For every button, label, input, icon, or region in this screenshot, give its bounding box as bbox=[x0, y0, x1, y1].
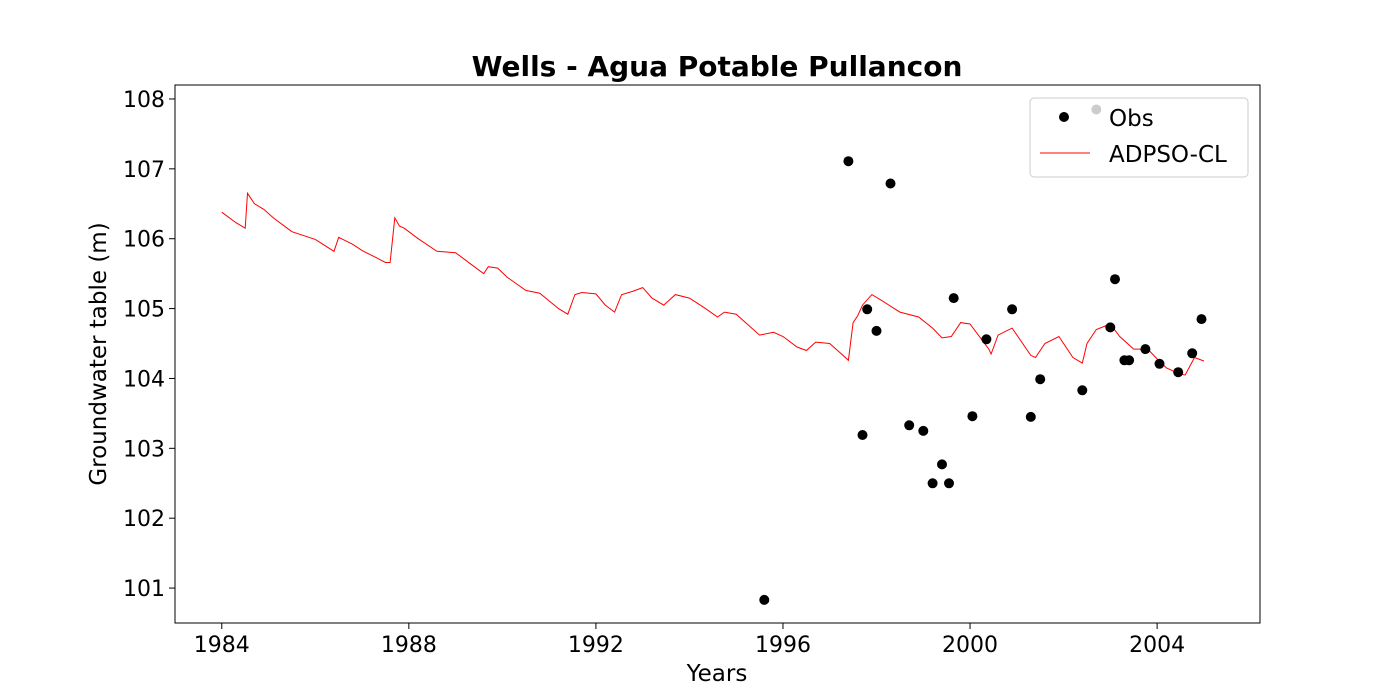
plot-area bbox=[174, 84, 1261, 624]
obs-point bbox=[1110, 274, 1120, 285]
obs-point bbox=[937, 459, 947, 470]
obs-point bbox=[927, 478, 938, 489]
x-tick-label: 2004 bbox=[1129, 633, 1185, 658]
obs-point bbox=[1035, 374, 1046, 385]
obs-point bbox=[843, 156, 854, 167]
x-tick-label: 1984 bbox=[194, 633, 250, 658]
y-axis: 101 102 103 104 105 106 107 108 bbox=[123, 88, 175, 602]
obs-point bbox=[967, 411, 978, 422]
obs-point bbox=[1154, 358, 1165, 369]
obs-point bbox=[1140, 344, 1151, 355]
obs-point bbox=[1105, 322, 1116, 333]
legend-adpso-label: ADPSO-CL bbox=[1109, 142, 1227, 168]
series-line-adpso-cl bbox=[221, 191, 1205, 376]
obs-point bbox=[885, 178, 896, 189]
obs-point bbox=[1173, 367, 1184, 378]
obs-point bbox=[981, 334, 992, 345]
obs-point bbox=[857, 430, 868, 440]
obs-point bbox=[948, 293, 959, 304]
legend-obs-label: Obs bbox=[1109, 106, 1154, 132]
y-tick-label: 103 bbox=[123, 437, 165, 462]
obs-point bbox=[1077, 385, 1088, 396]
x-tick-label: 1996 bbox=[755, 633, 811, 658]
y-tick-label: 104 bbox=[123, 367, 165, 392]
legend: Obs ADPSO-CL bbox=[1029, 97, 1249, 178]
obs-point bbox=[918, 425, 929, 436]
y-tick-label: 108 bbox=[123, 88, 165, 113]
obs-point bbox=[862, 304, 873, 315]
obs-point bbox=[944, 478, 954, 489]
y-tick-label: 101 bbox=[123, 577, 165, 602]
obs-point bbox=[1187, 348, 1198, 359]
x-tick-label: 1988 bbox=[381, 633, 437, 658]
obs-point bbox=[1124, 355, 1135, 366]
x-axis: 1984 1988 1992 1996 2000 2004 bbox=[194, 623, 1185, 658]
y-tick-label: 102 bbox=[123, 507, 165, 532]
legend-obs-marker bbox=[1059, 112, 1069, 122]
obs-point bbox=[1025, 411, 1036, 422]
y-axis-label: Groundwater table (m) bbox=[86, 222, 112, 485]
obs-point bbox=[1007, 304, 1018, 315]
plot-frame bbox=[174, 84, 1261, 624]
obs-point bbox=[759, 594, 770, 605]
y-tick-label: 107 bbox=[123, 158, 165, 183]
obs-point bbox=[1196, 314, 1207, 325]
legend-box bbox=[1029, 97, 1249, 178]
y-tick-label: 105 bbox=[123, 298, 165, 323]
y-tick-label: 106 bbox=[123, 228, 165, 253]
chart-title: Wells - Agua Potable Pullancon bbox=[472, 50, 963, 83]
x-tick-label: 1992 bbox=[568, 633, 624, 658]
obs-point bbox=[871, 325, 882, 336]
points-layer bbox=[759, 104, 1207, 605]
obs-point bbox=[904, 420, 915, 431]
line-layer bbox=[221, 191, 1205, 376]
x-tick-label: 2000 bbox=[942, 633, 998, 658]
x-axis-label: Years bbox=[686, 661, 748, 687]
